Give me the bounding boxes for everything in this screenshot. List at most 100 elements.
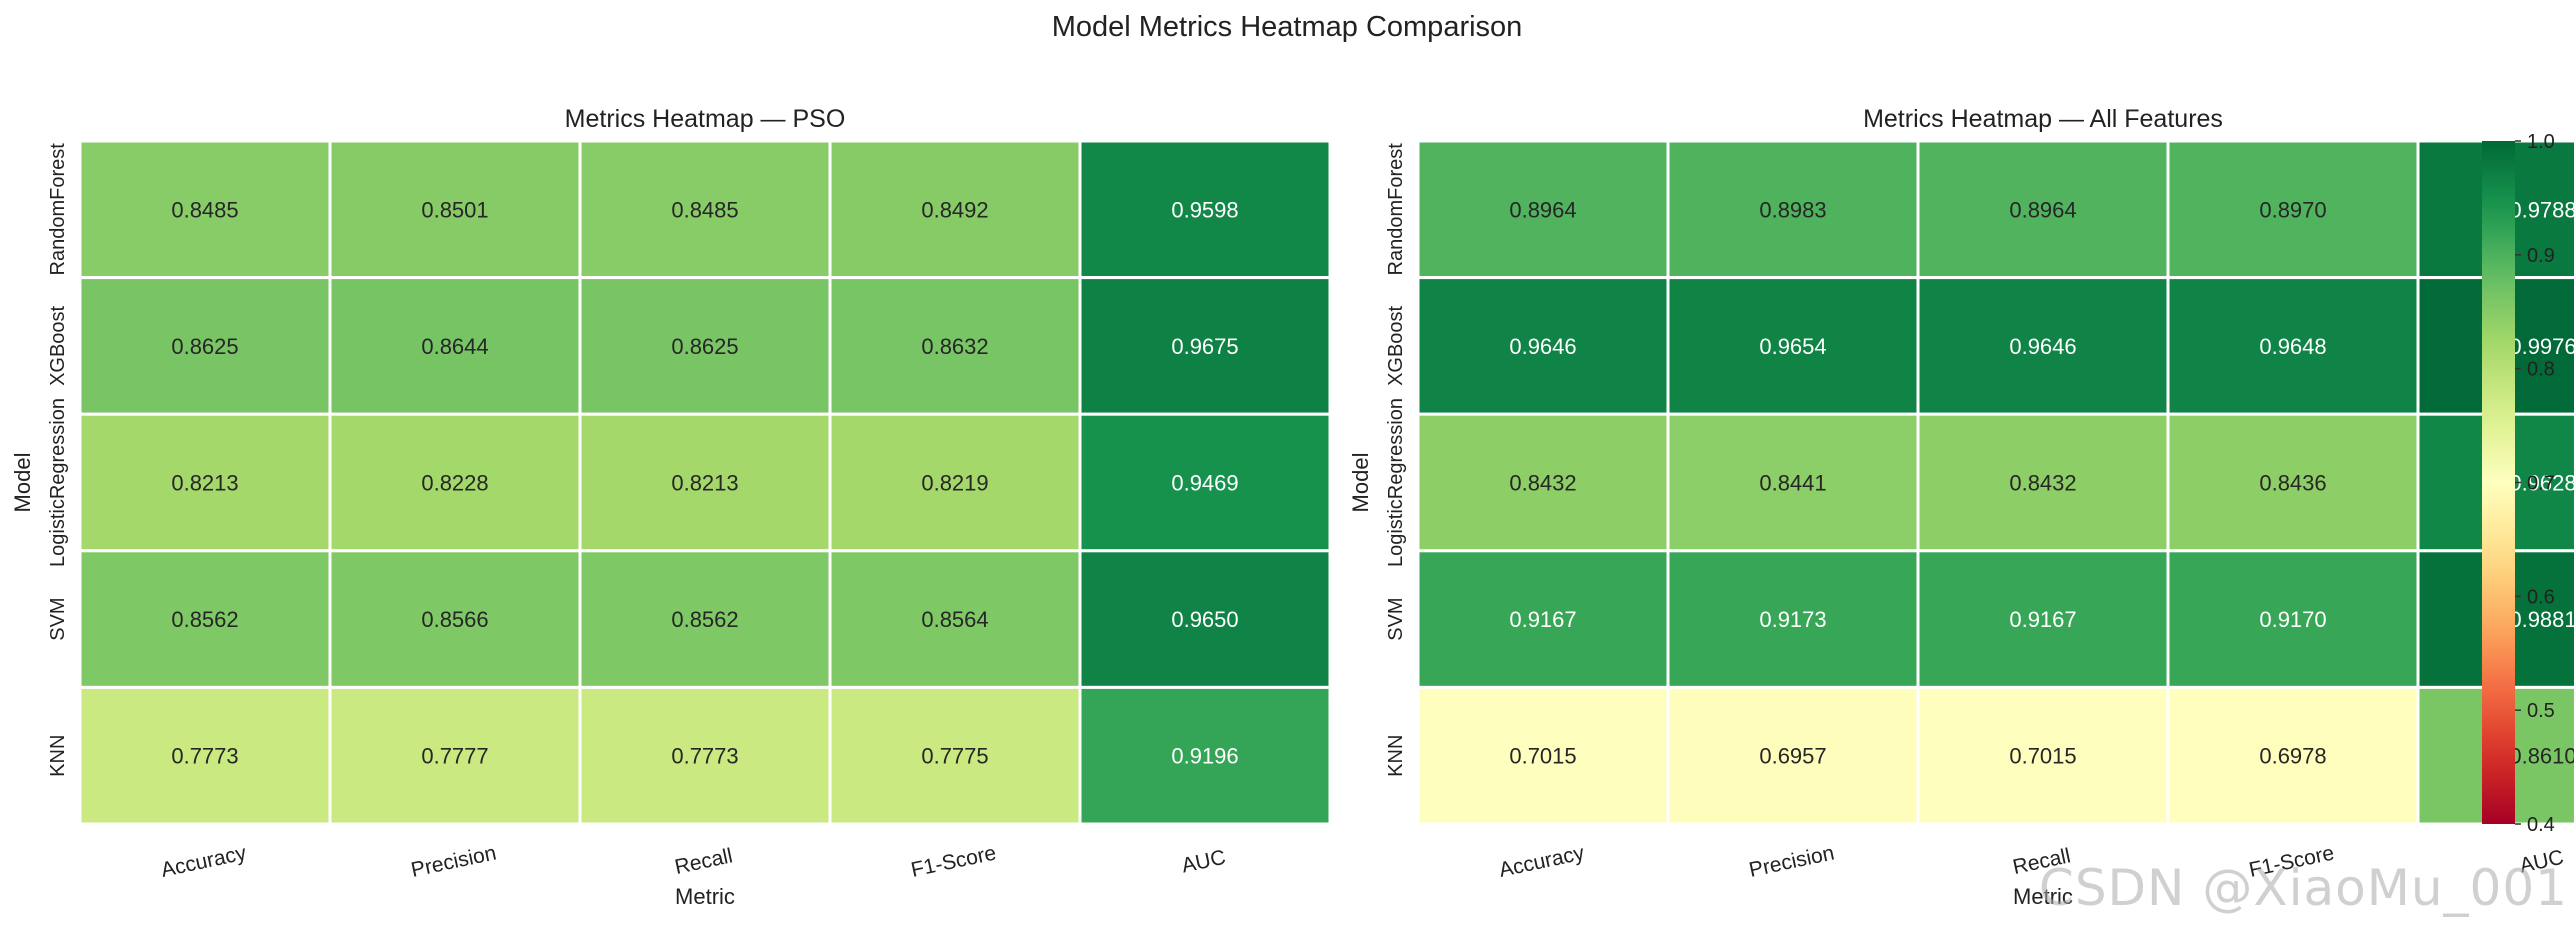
heatmap-cell — [2166, 139, 2420, 280]
cell-value-label: 0.7773 — [671, 744, 738, 769]
x-tick-label: AUC — [1180, 846, 1228, 878]
colorbar-tick-label: 0.4 — [2527, 814, 2555, 836]
y-tick-label: SVM — [1385, 597, 1407, 640]
colorbar-tick-label: 0.9 — [2527, 245, 2555, 267]
cell-value-label: 0.7015 — [2009, 744, 2076, 769]
heatmap-cell — [578, 685, 832, 826]
cell-value-label: 0.8228 — [421, 471, 488, 496]
heatmap-cell — [1078, 685, 1332, 826]
cell-value-label: 0.8213 — [671, 471, 738, 496]
cell-value-label: 0.8562 — [671, 607, 738, 632]
cell-value-label: 0.9167 — [2009, 607, 2076, 632]
heatmap-cell — [1416, 685, 1670, 826]
heatmap-cell — [1666, 685, 1920, 826]
cell-value-label: 0.8485 — [671, 197, 738, 222]
heatmap-cell — [1916, 139, 2170, 280]
cell-value-label: 0.6957 — [1759, 744, 1826, 769]
cell-value-label: 0.8964 — [1509, 197, 1576, 222]
colorbar-tick-label: 0.5 — [2527, 700, 2555, 722]
x-axis-label: Metric — [2013, 884, 2073, 909]
cell-value-label: 0.8501 — [421, 197, 488, 222]
colorbar-gradient — [2482, 141, 2515, 824]
heatmap-cell — [578, 276, 832, 416]
heatmap-cell — [1916, 276, 2170, 416]
cell-value-label: 0.8625 — [171, 334, 238, 359]
cell-value-label: 0.9654 — [1759, 334, 1826, 359]
cell-value-label: 0.9167 — [1509, 607, 1576, 632]
colorbar-tick-label: 1.0 — [2527, 131, 2555, 153]
cell-value-label: 0.9646 — [2009, 334, 2076, 359]
cell-value-label: 0.9646 — [1509, 334, 1576, 359]
heatmap-pso: Metrics Heatmap — PSO 0.8485 0.8501 0.8485 0… — [10, 105, 1332, 909]
x-tick-label: Precision — [1747, 841, 1836, 881]
y-tick-label: XGBoost — [1385, 305, 1407, 385]
heatmap-cell — [828, 412, 1082, 553]
x-tick-label: Accuracy — [159, 841, 249, 882]
cell-value-label: 0.8219 — [921, 471, 988, 496]
cell-value-label: 0.8983 — [1759, 197, 1826, 222]
cell-value-label: 0.8562 — [171, 607, 238, 632]
heatmap-cell — [2166, 549, 2420, 689]
x-tick-label: F1-Score — [909, 841, 998, 881]
y-tick-label: RandomForest — [1385, 143, 1407, 276]
cell-value-label: 0.9170 — [2259, 607, 2326, 632]
heatmap-cell — [78, 139, 332, 280]
x-tick-label: Recall — [673, 844, 735, 879]
cell-value-label: 0.9788 — [2509, 197, 2574, 222]
watermark: CSDN @XiaoMu_001 — [2038, 859, 2568, 917]
x-tick-label: Accuracy — [1497, 841, 1587, 882]
cell-value-label: 0.8441 — [1759, 471, 1826, 496]
heatmap-cell — [578, 139, 832, 280]
heatmap-cell — [328, 412, 582, 553]
cell-value-label: 0.8213 — [171, 471, 238, 496]
heatmap-cell — [828, 549, 1082, 689]
cell-value-label: 0.8625 — [671, 334, 738, 359]
cell-value-label: 0.9598 — [1171, 197, 1238, 222]
colorbar: 0.4 0.5 0.6 0.7 0.8 0.9 1.0 — [2482, 131, 2555, 836]
cell-value-label: 0.8610 — [2509, 744, 2574, 769]
heatmap-cell — [78, 549, 332, 689]
cell-value-label: 0.9650 — [1171, 607, 1238, 632]
y-tick-label: KNN — [1385, 735, 1407, 777]
cell-value-label: 0.8644 — [421, 334, 488, 359]
cell-value-label: 0.9469 — [1171, 471, 1238, 496]
y-tick-label: XGBoost — [47, 305, 69, 385]
cell-value-label: 0.9675 — [1171, 334, 1238, 359]
cell-value-label: 0.9173 — [1759, 607, 1826, 632]
y-tick-label: KNN — [47, 735, 69, 777]
colorbar-tick-label: 0.6 — [2527, 586, 2555, 608]
cell-value-label: 0.7773 — [171, 744, 238, 769]
cell-value-label: 0.8970 — [2259, 197, 2326, 222]
heatmap-cell — [1416, 549, 1670, 689]
cell-value-label: 0.9196 — [1171, 744, 1238, 769]
cell-value-label: 0.7015 — [1509, 744, 1576, 769]
figure-title: Model Metrics Heatmap Comparison — [1052, 11, 1523, 43]
cell-value-label: 0.7777 — [421, 744, 488, 769]
heatmap-cell — [1666, 139, 1920, 280]
heatmap-title: Metrics Heatmap — All Features — [1863, 105, 2223, 133]
cell-value-label: 0.8436 — [2259, 471, 2326, 496]
cell-value-label: 0.8432 — [1509, 471, 1576, 496]
heatmap-cell — [1666, 412, 1920, 553]
cell-value-label: 0.9881 — [2509, 607, 2574, 632]
y-axis-label: Model — [10, 453, 35, 513]
y-tick-label: SVM — [47, 597, 69, 640]
cell-value-label: 0.7775 — [921, 744, 988, 769]
cell-value-label: 0.8564 — [921, 607, 988, 632]
y-axis-label: Model — [1348, 453, 1373, 513]
cell-value-label: 0.8432 — [2009, 471, 2076, 496]
heatmap-all-features: Metrics Heatmap — All Features 0.8964 0.89… — [1348, 105, 2574, 909]
heatmap-cell — [1078, 276, 1332, 416]
heatmap-cell — [578, 549, 832, 689]
cell-value-label: 0.8964 — [2009, 197, 2076, 222]
heatmap-cell — [1666, 549, 1920, 689]
colorbar-tick-label: 0.7 — [2527, 473, 2555, 495]
y-tick-label: LogisticRegression — [47, 398, 69, 567]
x-tick-label: Precision — [409, 841, 498, 881]
heatmap-cell — [328, 139, 582, 280]
heatmap-cell — [328, 685, 582, 826]
heatmap-cell — [1416, 412, 1670, 553]
cell-value-label: 0.8485 — [171, 197, 238, 222]
heatmap-cell — [78, 276, 332, 416]
